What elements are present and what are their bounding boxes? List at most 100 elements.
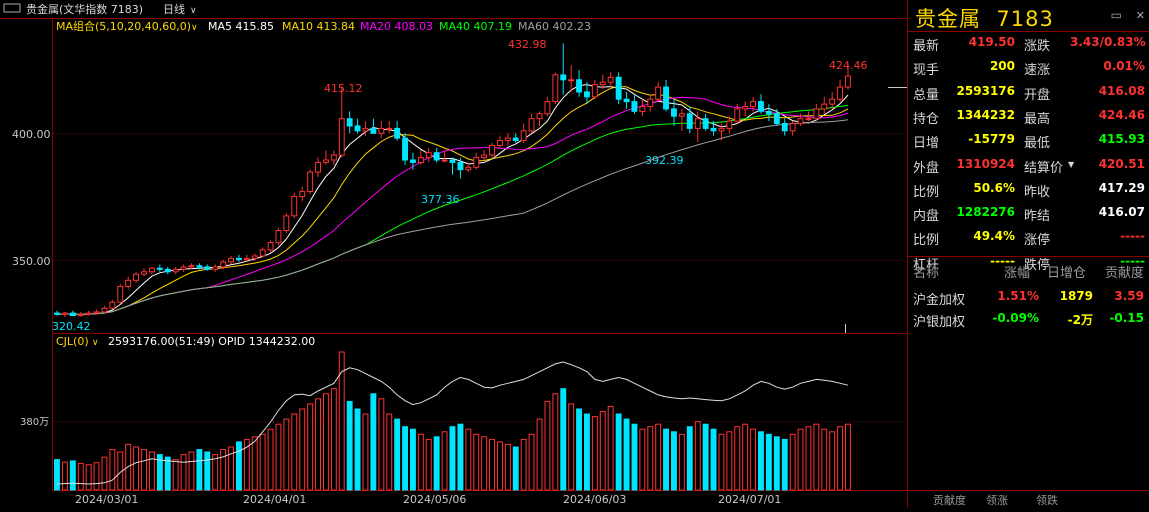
candle [85, 310, 92, 316]
volume-bar [370, 393, 377, 491]
candle [750, 96, 756, 112]
candle-body [710, 127, 717, 132]
quote-label: 最低 [1024, 136, 1051, 152]
candle-body [220, 261, 227, 268]
candle [77, 311, 84, 317]
column-header[interactable]: 贡献度 [1105, 266, 1145, 281]
candle-body [133, 273, 140, 281]
volume-bar [323, 393, 329, 491]
candle-body [251, 255, 258, 259]
volume-bar [805, 426, 812, 491]
column-header[interactable]: 名称 [913, 266, 940, 281]
volume-bar [133, 446, 140, 491]
quote-panel: 贵金属 7183 ▭ ✕ 最新 419.50 涨跌 3.43/0.83% 现手 200 速涨… [907, 0, 1149, 508]
candle-body [797, 118, 804, 125]
period-selector[interactable]: 日线 [163, 2, 185, 16]
candle [125, 276, 132, 289]
ma5-value: MA5 415.85 [208, 20, 274, 33]
period-chevron-down-icon[interactable]: ∨ [190, 6, 197, 16]
candle [789, 121, 796, 136]
tab-leading-up[interactable]: 领涨 [986, 494, 1008, 507]
volume-bar [378, 398, 385, 491]
ma-chevron-down-icon[interactable]: ∨ [191, 23, 198, 33]
window-icon[interactable] [3, 3, 21, 13]
candle-body [394, 127, 401, 139]
candle-body [54, 312, 60, 315]
tab-leading-down[interactable]: 领跌 [1036, 494, 1058, 507]
volume-values: 2593176.00(51:49) OPID 1344232.00 [108, 335, 315, 348]
restore-window-icon[interactable]: ▭ [1110, 8, 1122, 22]
candle [449, 157, 456, 175]
quote-label: 跌停 [1024, 257, 1051, 273]
chart-canvas[interactable]: 贵金属(文华指数 7183) 日线 ∨ 400.00 350.00 380万 M… [0, 0, 907, 508]
candle-body [275, 230, 282, 244]
volume-bar [520, 438, 527, 491]
candle-body [829, 98, 836, 105]
candle-body [346, 118, 353, 127]
candle-body [370, 127, 377, 134]
contribution-row[interactable]: 沪银加权 -0.09% -2万 -0.15 [908, 311, 1149, 331]
tab-contribution[interactable]: 贡献度 [933, 494, 966, 507]
quote-value: 2593176 [956, 83, 1015, 98]
quote-label: 最高 [1024, 111, 1051, 127]
volume-bar [315, 398, 322, 491]
contribution-row[interactable]: 沪金加权 1.51% 1879 3.59 [908, 289, 1149, 309]
candle-body [101, 307, 108, 313]
y-tick-400: 400.00 [12, 128, 51, 141]
volume-bar [156, 454, 163, 491]
candle [204, 264, 211, 271]
candle-body [417, 157, 424, 164]
candle [346, 111, 353, 134]
ma10-value: MA10 413.84 [282, 20, 355, 33]
candle-body [283, 215, 290, 231]
volume-chevron-down-icon[interactable]: ∨ [92, 338, 99, 348]
candle [417, 150, 424, 165]
candle-body [520, 130, 527, 142]
column-header[interactable]: 日增仓 [1047, 266, 1087, 281]
volume-bar [402, 426, 409, 491]
volume-bar [710, 428, 717, 491]
change-percent: -0.09% [992, 311, 1039, 325]
candle [829, 91, 836, 109]
candle-body [702, 118, 709, 129]
volume-bar [694, 421, 701, 491]
volume-bar [188, 451, 195, 491]
candle [291, 192, 298, 219]
quote-label: 比例 [913, 184, 940, 200]
ma-indicator-name[interactable]: MA组合(5,10,20,40,60,0) [56, 19, 191, 33]
volume-bar [465, 428, 472, 491]
candle-body [378, 127, 385, 134]
quote-row: 现手 200 速涨 0.01% [913, 59, 1145, 79]
quote-label: 涨停 [1024, 233, 1051, 249]
volume-bar [813, 423, 820, 491]
volume-indicator-name[interactable]: CJL(0) [56, 335, 89, 348]
candle-body [631, 101, 638, 112]
candle [299, 186, 306, 202]
volume-bar [504, 443, 511, 491]
candle-body [212, 266, 219, 270]
candle [607, 72, 614, 88]
volume-bar [655, 423, 662, 491]
candle [259, 247, 266, 258]
candle [647, 94, 654, 112]
volume-bar [568, 403, 575, 491]
volume-bar [449, 426, 456, 491]
volume-bar [441, 431, 448, 491]
quote-row: 比例 50.6% 昨收 417.29 [913, 181, 1145, 201]
close-icon[interactable]: ✕ [1135, 9, 1145, 22]
volume-bar [821, 428, 828, 491]
contract-name: 贵金属 [915, 7, 981, 31]
volume-bar [481, 436, 488, 491]
candle [631, 94, 638, 114]
panel-icons: ▭ ✕ [1111, 8, 1145, 22]
quote-value: 50.6% [973, 180, 1015, 195]
column-header[interactable]: 涨幅 [1004, 266, 1031, 281]
candle [481, 150, 488, 160]
settlement-dropdown-icon[interactable]: ▼ [1068, 159, 1075, 169]
volume-bar [789, 433, 796, 491]
volume-bar [845, 423, 851, 491]
candle-body [765, 110, 772, 115]
quote-label: 内盘 [913, 209, 940, 225]
candle-body [481, 154, 488, 159]
